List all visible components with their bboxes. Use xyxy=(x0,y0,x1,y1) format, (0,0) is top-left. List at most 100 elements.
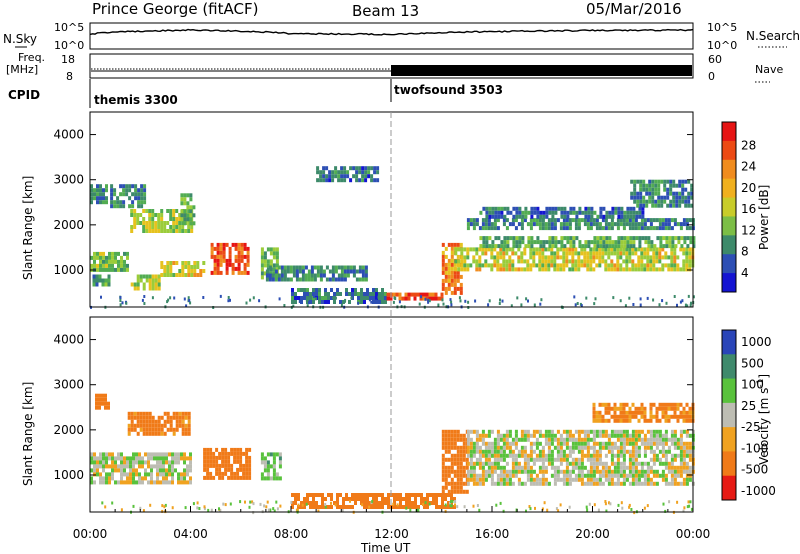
echo-cell xyxy=(138,472,141,477)
echo-cell xyxy=(619,461,623,466)
echo-cell xyxy=(512,244,516,249)
echo-cell xyxy=(482,244,486,249)
echo-cell xyxy=(562,457,566,462)
echo-cell xyxy=(144,476,147,481)
echo-cell xyxy=(189,193,193,198)
echo-cell xyxy=(331,273,335,278)
speckle-cell xyxy=(368,298,371,302)
speckle-cell xyxy=(409,508,412,512)
echo-cell xyxy=(260,460,264,465)
echo-cell xyxy=(316,166,320,171)
echo-cell xyxy=(642,187,646,192)
echo-cell xyxy=(553,222,557,227)
echo-cell xyxy=(475,433,479,438)
echo-cell xyxy=(610,406,614,411)
echo-cell xyxy=(526,477,530,482)
echo-cell xyxy=(360,288,363,292)
echo-cell xyxy=(598,259,602,264)
echo-cell xyxy=(138,456,141,461)
echo-cell xyxy=(688,465,692,470)
speckle-cell xyxy=(478,508,481,512)
echo-cell xyxy=(102,255,105,260)
echo-cell xyxy=(163,225,167,229)
echo-cell xyxy=(145,427,149,432)
echo-cell xyxy=(490,481,494,486)
echo-cell xyxy=(309,300,312,304)
echo-cell xyxy=(228,262,232,267)
echo-cell xyxy=(541,433,545,438)
echo-cell xyxy=(589,263,593,268)
speckle-cell xyxy=(392,502,395,506)
echo-cell xyxy=(113,200,117,205)
echo-cell xyxy=(642,199,646,204)
echo-cell xyxy=(645,183,649,188)
echo-cell xyxy=(490,441,494,446)
echo-cell xyxy=(592,457,596,462)
echo-cell xyxy=(324,300,327,304)
echo-cell xyxy=(266,464,270,469)
echo-cell xyxy=(266,452,270,457)
echo-cell xyxy=(550,259,554,264)
echo-cell xyxy=(550,255,554,260)
echo-cell xyxy=(577,222,581,227)
echo-cell xyxy=(242,471,246,476)
echo-cell xyxy=(523,457,527,462)
echo-cell xyxy=(366,505,369,509)
echo-cell xyxy=(263,259,267,264)
echo-cell xyxy=(556,457,560,462)
echo-cell xyxy=(278,460,282,465)
echo-cell xyxy=(628,226,632,231)
echo-cell xyxy=(667,406,671,411)
echo-cell xyxy=(547,263,551,268)
echo-cell xyxy=(511,441,515,446)
echo-cell xyxy=(414,505,417,509)
echo-cell xyxy=(505,473,509,478)
nave-tick-top: 60 xyxy=(708,53,722,66)
echo-cell xyxy=(652,449,656,454)
speckle-cell xyxy=(244,500,246,504)
echo-cell xyxy=(206,475,210,480)
speckle-cell xyxy=(525,509,527,513)
echo-cell xyxy=(127,411,131,416)
echo-cell xyxy=(645,187,649,192)
echo-cell xyxy=(488,214,492,219)
echo-cell xyxy=(664,251,668,256)
echo-cell xyxy=(661,222,665,227)
echo-cell xyxy=(180,217,184,222)
speckle-cell xyxy=(142,509,145,513)
echo-cell xyxy=(592,469,596,474)
echo-cell xyxy=(469,437,473,442)
echo-cell xyxy=(346,170,350,175)
echo-cell xyxy=(422,296,426,301)
echo-cell xyxy=(269,259,273,264)
echo-cell xyxy=(559,437,563,442)
echo-cell xyxy=(631,453,635,458)
echo-cell xyxy=(475,473,479,478)
echo-cell xyxy=(90,452,93,457)
echo-cell xyxy=(610,226,614,231)
echo-cell xyxy=(111,468,114,473)
echo-cell xyxy=(670,437,674,442)
echo-cell xyxy=(363,296,366,300)
speckle-cell xyxy=(444,509,447,513)
echo-cell xyxy=(156,452,159,457)
echo-cell xyxy=(133,221,137,225)
echo-cell xyxy=(358,170,362,175)
echo-cell xyxy=(505,251,509,256)
echo-cell xyxy=(598,418,602,423)
echo-cell xyxy=(550,247,554,252)
echo-cell xyxy=(111,476,114,481)
echo-cell xyxy=(291,288,294,292)
echo-cell xyxy=(190,265,194,269)
echo-cell xyxy=(664,222,668,227)
echo-cell xyxy=(559,449,563,454)
echo-cell xyxy=(526,461,530,466)
echo-cell xyxy=(209,475,213,480)
speckle-cell xyxy=(100,295,102,299)
echo-cell xyxy=(453,489,457,494)
echo-cell xyxy=(670,267,674,272)
echo-cell xyxy=(309,296,312,300)
echo-cell xyxy=(426,493,429,497)
echo-cell xyxy=(580,259,584,264)
